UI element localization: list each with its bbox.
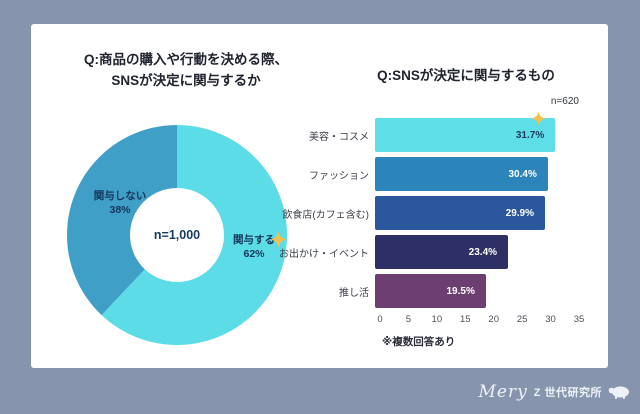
multiple-answers-note: ※複数回答あり	[382, 336, 456, 348]
slice-positive-pct: 62%	[243, 248, 265, 260]
bar-chart: 美容・コスメ 31.7% ファッション 30.4% 飲食店(カフェ含む) 29.9% お出か…	[211, 111, 581, 313]
sparkle-icon	[531, 111, 547, 126]
x-axis-tick: 10	[431, 314, 443, 325]
bar-category-label: ファッション	[309, 170, 369, 182]
bar-chart-x-axis: 0 5 10 15 20 25 30 35	[377, 314, 584, 326]
bar-chart-title: Q:SNSが決定に関与するもの	[377, 68, 555, 83]
x-axis-tick: 35	[573, 314, 585, 325]
brand-lab-name: Z 世代研究所	[533, 387, 602, 399]
bar-sample-size: n=620	[550, 96, 579, 107]
donut-sample-size: n=1,000	[153, 228, 201, 242]
x-axis-tick: 25	[516, 314, 528, 325]
sheep-icon	[608, 386, 629, 399]
donut-slice-label-positive: 関与する 62%	[233, 233, 275, 261]
bar-category-label: お出かけ・イベント	[279, 248, 369, 260]
slice-negative-pct: 38%	[109, 204, 131, 216]
slice-negative-name: 関与しない	[93, 189, 147, 202]
donut-slice-1	[67, 125, 287, 345]
bar-track: 29.9%	[375, 196, 574, 230]
donut-slice-label-negative: 関与しない 38%	[94, 189, 147, 217]
bar-fill: 23.4%	[375, 235, 509, 269]
bar-fill: 31.7%	[375, 111, 556, 152]
bar-value-label: 31.7%	[515, 129, 545, 141]
bar-fill: 29.9%	[375, 196, 545, 230]
bar-value-label: 23.4%	[468, 246, 498, 258]
bar-row: 推し活 19.5%	[211, 274, 581, 308]
bar-track: 30.4%	[375, 157, 574, 191]
bar-track: 31.7%	[375, 111, 574, 152]
donut-chart-title: Q:商品の購入や行動を決める際、 SNSが決定に関与するか	[41, 50, 331, 92]
donut-svg	[67, 125, 287, 345]
bar-row: 美容・コスメ 31.7%	[211, 111, 581, 152]
slice-positive-name: 関与する	[233, 233, 275, 246]
bar-value-label: 29.9%	[505, 207, 534, 219]
bar-track: 19.5%	[375, 274, 574, 308]
x-axis-tick: 0	[377, 314, 383, 325]
x-axis-tick: 5	[405, 314, 412, 325]
bar-value-label: 19.5%	[446, 285, 475, 297]
bar-track: 23.4%	[375, 235, 574, 269]
infographic-card: Q:商品の購入や行動を決める際、 SNSが決定に関与するか n=1,000 関与…	[31, 24, 608, 368]
bar-value-label: 30.4%	[508, 168, 537, 180]
x-axis-tick: 20	[488, 314, 499, 325]
bar-row: お出かけ・イベント 23.4%	[211, 235, 581, 269]
donut-chart: n=1,000 関与しない 38% 関与する 62%	[67, 125, 287, 345]
x-axis-tick: 15	[459, 314, 471, 325]
bar-category-label: 推し活	[339, 287, 369, 299]
bar-fill: 30.4%	[375, 157, 548, 191]
bar-row: ファッション 30.4%	[211, 157, 581, 191]
bar-fill: 19.5%	[375, 274, 486, 308]
brand-footer: Mery Z 世代研究所	[479, 379, 630, 405]
bar-category-label: 飲食店(カフェ含む)	[282, 209, 369, 221]
donut-title-line-1: Q:商品の購入や行動を決める際、	[84, 52, 288, 67]
donut-title-line-2: SNSが決定に関与するか	[111, 72, 261, 88]
x-axis-tick: 30	[545, 314, 556, 325]
brand-mery-logo: Mery	[478, 382, 528, 402]
bar-row: 飲食店(カフェ含む) 29.9%	[211, 196, 581, 230]
bar-category-label: 美容・コスメ	[309, 131, 369, 143]
